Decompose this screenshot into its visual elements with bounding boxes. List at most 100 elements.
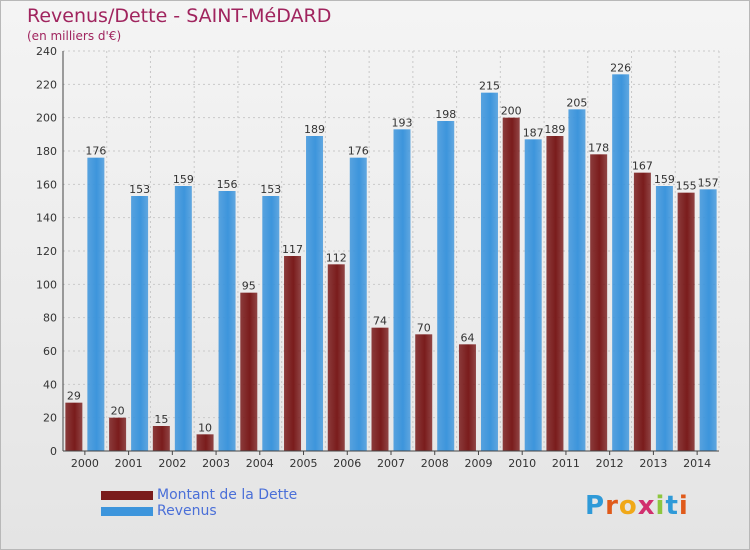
data-label-revenus: 176 xyxy=(348,145,369,158)
bar-dette xyxy=(415,334,433,451)
labels-layer: 29 176 20 153 15 159 10 156 95 153 117 189 112 176 74 1… xyxy=(67,61,719,434)
y-tick-label: 180 xyxy=(36,145,57,158)
chart-title: Revenus/Dette - SAINT-MéDARD xyxy=(27,5,332,27)
data-label-revenus: 205 xyxy=(566,96,587,109)
bar-dette xyxy=(240,292,258,451)
x-tick-label: 2001 xyxy=(115,457,143,470)
data-label-dette: 117 xyxy=(282,243,303,256)
bar-dette xyxy=(284,256,302,451)
data-label-revenus: 159 xyxy=(654,173,675,186)
brand-logo-letter: i xyxy=(655,491,666,521)
bar-dette xyxy=(677,192,695,451)
data-label-revenus: 153 xyxy=(260,183,281,196)
x-tick-label: 2007 xyxy=(377,457,405,470)
bar-dette xyxy=(152,426,170,451)
data-label-dette: 155 xyxy=(676,180,697,193)
bar-revenus xyxy=(306,136,324,451)
data-label-dette: 112 xyxy=(326,251,347,264)
data-label-dette: 15 xyxy=(154,413,168,426)
bar-revenus xyxy=(480,92,498,452)
x-tick-label: 2009 xyxy=(464,457,492,470)
x-tick-label: 2006 xyxy=(333,457,361,470)
y-tick-label: 240 xyxy=(36,45,57,58)
data-label-dette: 20 xyxy=(111,405,125,418)
brand-logo-letter: o xyxy=(618,491,638,521)
data-label-revenus: 198 xyxy=(435,108,456,121)
data-label-revenus: 153 xyxy=(129,183,150,196)
bar-dette xyxy=(590,154,608,452)
bar-revenus xyxy=(218,191,236,451)
bar-dette xyxy=(65,402,83,451)
data-label-dette: 200 xyxy=(501,105,522,118)
data-label-revenus: 187 xyxy=(523,126,544,139)
data-label-revenus: 226 xyxy=(610,61,631,74)
data-label-revenus: 215 xyxy=(479,80,500,93)
bar-revenus xyxy=(437,121,455,451)
axis-layer: 0 20 40 60 80 100 120 140 160 180 2002 20 240 2000 200… xyxy=(36,45,719,470)
y-tick-label: 100 xyxy=(36,278,57,291)
data-label-dette: 64 xyxy=(460,331,474,344)
x-tick-label: 2010 xyxy=(508,457,536,470)
data-label-dette: 95 xyxy=(242,280,256,293)
chart-subtitle: (en milliers d'€) xyxy=(27,29,122,43)
legend-label-dette: Montant de la Dette xyxy=(157,487,298,503)
bar-dette xyxy=(196,434,214,451)
legend-swatch-revenus xyxy=(101,507,153,516)
data-label-dette: 178 xyxy=(588,141,609,154)
bar-revenus xyxy=(612,74,630,451)
brand-logo-letter: r xyxy=(605,491,619,521)
bar-revenus xyxy=(349,157,367,451)
bar-dette xyxy=(546,136,564,451)
y-tick-label: 20 xyxy=(43,412,57,425)
legend-swatch-dette xyxy=(101,491,153,500)
bar-revenus xyxy=(174,186,192,451)
x-tick-label: 2000 xyxy=(71,457,99,470)
y-tick-label: 40 xyxy=(43,378,57,391)
grid-layer xyxy=(62,50,720,452)
data-label-dette: 167 xyxy=(632,160,653,173)
bar-revenus xyxy=(524,139,542,452)
y-tick-label: 200 xyxy=(36,112,57,125)
y-tick-label: 140 xyxy=(36,212,57,225)
brand-logo: Proxiti xyxy=(585,491,689,521)
data-label-dette: 189 xyxy=(544,123,565,136)
bar-revenus xyxy=(699,189,717,452)
brand-logo-letter: t xyxy=(665,491,679,521)
data-label-dette: 29 xyxy=(67,390,81,403)
bar-revenus xyxy=(393,129,411,452)
x-tick-label: 2014 xyxy=(683,457,711,470)
x-tick-label: 2012 xyxy=(596,457,624,470)
data-label-revenus: 193 xyxy=(392,116,413,129)
brand-logo-letter: P xyxy=(585,491,606,521)
y-tick-label: 160 xyxy=(36,178,57,191)
x-tick-label: 2008 xyxy=(421,457,449,470)
bar-revenus xyxy=(131,196,149,451)
bar-dette xyxy=(502,117,520,452)
bars-layer xyxy=(65,74,717,452)
y-tick-label: 0 xyxy=(50,445,57,458)
data-label-revenus: 189 xyxy=(304,123,325,136)
data-label-revenus: 156 xyxy=(217,178,238,191)
bar-revenus xyxy=(655,186,673,451)
brand-logo-letter: x xyxy=(637,491,656,521)
x-tick-label: 2004 xyxy=(246,457,274,470)
legend-label-revenus: Revenus xyxy=(157,503,217,519)
x-tick-label: 2013 xyxy=(639,457,667,470)
y-tick-label: 80 xyxy=(43,312,57,325)
data-label-revenus: 159 xyxy=(173,173,194,186)
bar-dette xyxy=(633,172,651,451)
x-tick-label: 2003 xyxy=(202,457,230,470)
x-tick-label: 2011 xyxy=(552,457,580,470)
y-tick-label: 120 xyxy=(36,245,57,258)
data-label-revenus: 176 xyxy=(85,145,106,158)
x-tick-label: 2002 xyxy=(158,457,186,470)
bar-dette xyxy=(458,344,476,451)
y-tick-label: 60 xyxy=(43,345,57,358)
bar-revenus xyxy=(262,196,280,451)
bar-dette xyxy=(371,327,389,451)
bar-dette xyxy=(109,417,127,451)
bar-revenus xyxy=(568,109,586,451)
data-label-dette: 70 xyxy=(417,321,431,334)
